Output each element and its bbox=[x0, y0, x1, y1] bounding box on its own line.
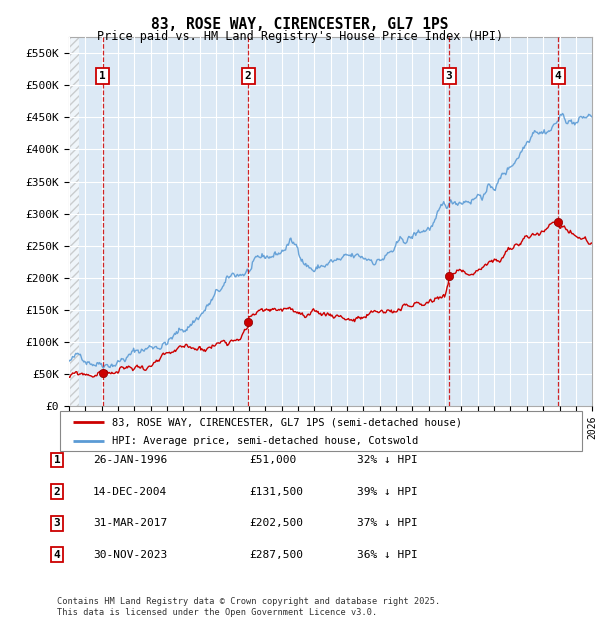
Text: 1: 1 bbox=[100, 71, 106, 81]
Text: 26-JAN-1996: 26-JAN-1996 bbox=[93, 455, 167, 465]
Text: Price paid vs. HM Land Registry's House Price Index (HPI): Price paid vs. HM Land Registry's House … bbox=[97, 30, 503, 43]
Text: 32% ↓ HPI: 32% ↓ HPI bbox=[357, 455, 418, 465]
Text: 3: 3 bbox=[446, 71, 452, 81]
Text: Contains HM Land Registry data © Crown copyright and database right 2025.
This d: Contains HM Land Registry data © Crown c… bbox=[57, 598, 440, 617]
Text: £287,500: £287,500 bbox=[249, 550, 303, 560]
Text: 83, ROSE WAY, CIRENCESTER, GL7 1PS: 83, ROSE WAY, CIRENCESTER, GL7 1PS bbox=[151, 17, 449, 32]
Text: 83, ROSE WAY, CIRENCESTER, GL7 1PS (semi-detached house): 83, ROSE WAY, CIRENCESTER, GL7 1PS (semi… bbox=[112, 417, 462, 427]
FancyBboxPatch shape bbox=[60, 411, 582, 451]
Text: HPI: Average price, semi-detached house, Cotswold: HPI: Average price, semi-detached house,… bbox=[112, 436, 418, 446]
Text: 2: 2 bbox=[245, 71, 251, 81]
Text: 14-DEC-2004: 14-DEC-2004 bbox=[93, 487, 167, 497]
Text: 4: 4 bbox=[555, 71, 562, 81]
Text: 36% ↓ HPI: 36% ↓ HPI bbox=[357, 550, 418, 560]
Text: 37% ↓ HPI: 37% ↓ HPI bbox=[357, 518, 418, 528]
Text: 31-MAR-2017: 31-MAR-2017 bbox=[93, 518, 167, 528]
Text: £51,000: £51,000 bbox=[249, 455, 296, 465]
Text: £131,500: £131,500 bbox=[249, 487, 303, 497]
Text: 39% ↓ HPI: 39% ↓ HPI bbox=[357, 487, 418, 497]
Text: 1: 1 bbox=[53, 455, 61, 465]
Bar bbox=[69, 37, 79, 406]
Text: £202,500: £202,500 bbox=[249, 518, 303, 528]
Text: 3: 3 bbox=[53, 518, 61, 528]
Text: 30-NOV-2023: 30-NOV-2023 bbox=[93, 550, 167, 560]
Text: 4: 4 bbox=[53, 550, 61, 560]
Text: 2: 2 bbox=[53, 487, 61, 497]
